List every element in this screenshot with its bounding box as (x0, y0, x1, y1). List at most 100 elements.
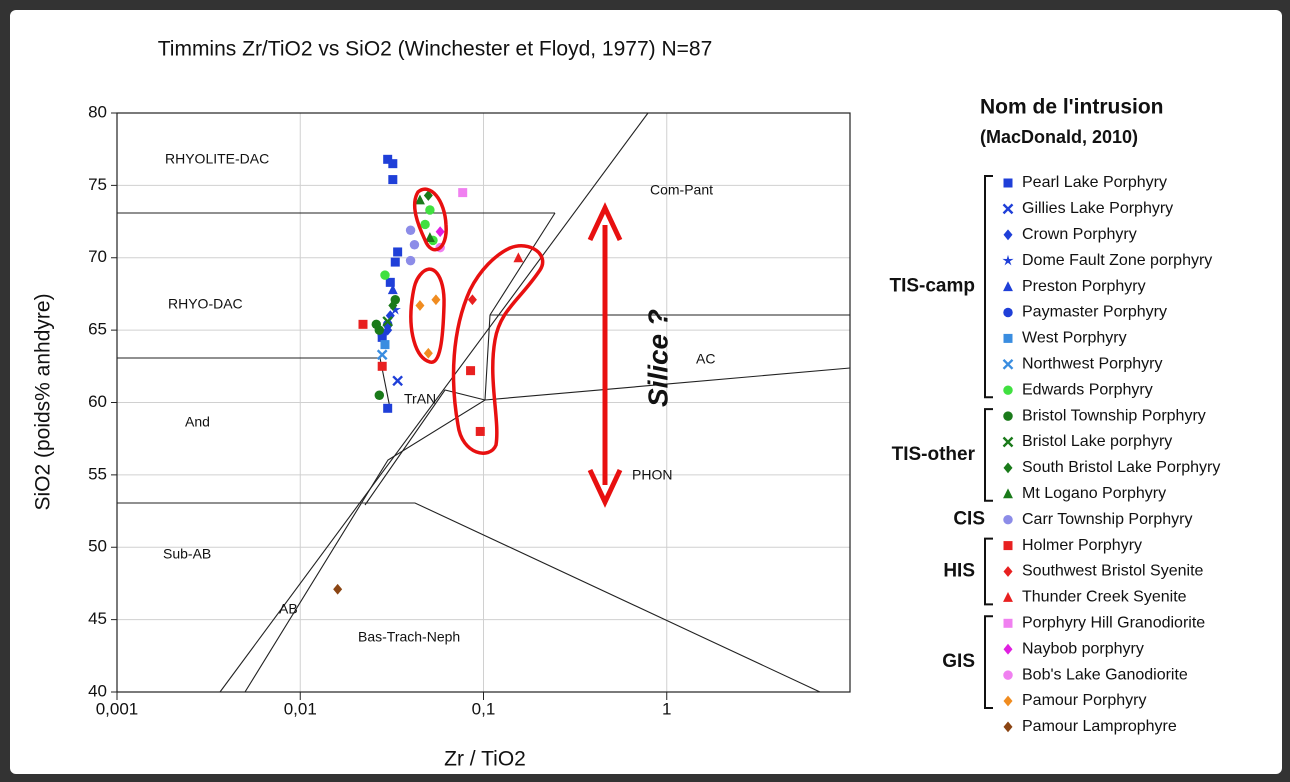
legend-label: Crown Porphyry (1022, 226, 1137, 243)
point (1003, 592, 1013, 602)
point (388, 159, 398, 169)
group-bracket (984, 408, 993, 502)
point (1003, 281, 1013, 292)
point (383, 324, 393, 336)
point (1003, 307, 1013, 318)
point (382, 319, 393, 330)
group-label: HIS (943, 561, 975, 582)
point (393, 247, 403, 257)
field-labels: RHYOLITE-DAC Com-Pant RHYO-DAC AC And Tr… (163, 151, 715, 645)
point (420, 219, 430, 230)
legend-label: Paymaster Porphyry (1022, 304, 1167, 321)
point (374, 390, 385, 400)
point (458, 188, 468, 198)
y-axis-label: SiO2 (poids% anhdyre) (32, 293, 55, 510)
y-tick-label: 65 (88, 320, 107, 339)
point (1002, 358, 1014, 370)
boundary (364, 389, 486, 506)
legend-label: Pamour Porphyry (1022, 692, 1147, 709)
canvas (10, 10, 1282, 774)
point (1002, 203, 1014, 215)
legend-label: Edwards Porphyry (1022, 381, 1153, 398)
point (377, 361, 387, 371)
point (466, 366, 476, 376)
field-label: Bas-Trach-Neph (358, 629, 460, 645)
legend-label: Bob's Lake Ganodiorite (1022, 666, 1188, 683)
field-boundaries (117, 112, 851, 693)
point (382, 316, 394, 327)
legend-label: Dome Fault Zone porphyry (1022, 252, 1212, 269)
point (405, 255, 416, 266)
x-tick-label: 0,001 (96, 699, 139, 718)
point (333, 583, 343, 595)
point (409, 239, 420, 250)
point (1003, 566, 1013, 577)
field-label: Com-Pant (650, 182, 713, 198)
legend-label: Preston Porphyry (1022, 278, 1146, 295)
field-label: Sub-AB (163, 546, 211, 562)
chart-title: Timmins Zr/TiO2 vs SiO2 (Winchester et F… (158, 38, 713, 61)
legend-subtitle: (MacDonald, 2010) (980, 127, 1138, 147)
point (1003, 333, 1013, 343)
group-label: TIS-camp (889, 276, 975, 297)
point (1003, 385, 1013, 395)
x-tick-label: 0,1 (472, 699, 496, 718)
highlight-outline (412, 187, 448, 252)
field-label: AB (279, 601, 298, 617)
point (385, 277, 395, 287)
point (1003, 462, 1013, 474)
point (435, 226, 445, 238)
point (425, 205, 435, 215)
legend-label: Carr Township Porphyry (1022, 511, 1192, 528)
legend-label: Porphyry Hill Granodiorite (1022, 615, 1205, 632)
y-tick-label: 80 (88, 102, 107, 121)
legend-title: Nom de l'intrusion (980, 96, 1164, 119)
point (1003, 643, 1013, 655)
field-label: TrAN (404, 391, 436, 407)
point (423, 347, 433, 359)
point (431, 294, 441, 306)
legend-label: West Porphyry (1022, 330, 1127, 347)
point (1003, 178, 1013, 188)
group-bracket (984, 615, 993, 709)
point (1003, 721, 1013, 733)
point (388, 175, 398, 185)
point (383, 403, 393, 413)
boundary (117, 502, 821, 693)
point (390, 257, 400, 267)
y-tick-label: 70 (88, 247, 107, 266)
point (1002, 436, 1014, 448)
group-label: CIS (953, 509, 985, 530)
legend-label: Pearl Lake Porphyry (1022, 174, 1167, 191)
boundary (244, 367, 851, 693)
boundary (219, 112, 649, 693)
point (1003, 541, 1013, 551)
point (415, 194, 425, 205)
silica-arrow (587, 202, 623, 508)
highlights (409, 187, 545, 455)
arrow-head (587, 202, 623, 242)
point (405, 225, 416, 235)
y-tick-label: 75 (88, 175, 107, 194)
point (1002, 254, 1014, 266)
point (387, 284, 398, 295)
point (467, 294, 477, 306)
legend-label: Pamour Lamprophyre (1022, 718, 1177, 735)
group-label: GIS (942, 651, 975, 672)
y-tick-label: 60 (88, 392, 107, 411)
y-tick-label: 40 (88, 681, 107, 700)
y-tick-label: 45 (88, 609, 107, 628)
annotation: Silice ? (642, 309, 673, 407)
group-label: TIS-other (892, 444, 976, 465)
point (1003, 670, 1013, 680)
field-label: AC (696, 351, 715, 367)
point (392, 375, 403, 387)
highlight-outline (409, 267, 446, 364)
plot-frame (116, 112, 851, 693)
point (475, 426, 485, 436)
legend-label: Thunder Creek Syenite (1022, 589, 1187, 606)
legend-label: Bristol Township Porphyry (1022, 407, 1206, 424)
point (1003, 488, 1013, 499)
point (1003, 695, 1013, 707)
